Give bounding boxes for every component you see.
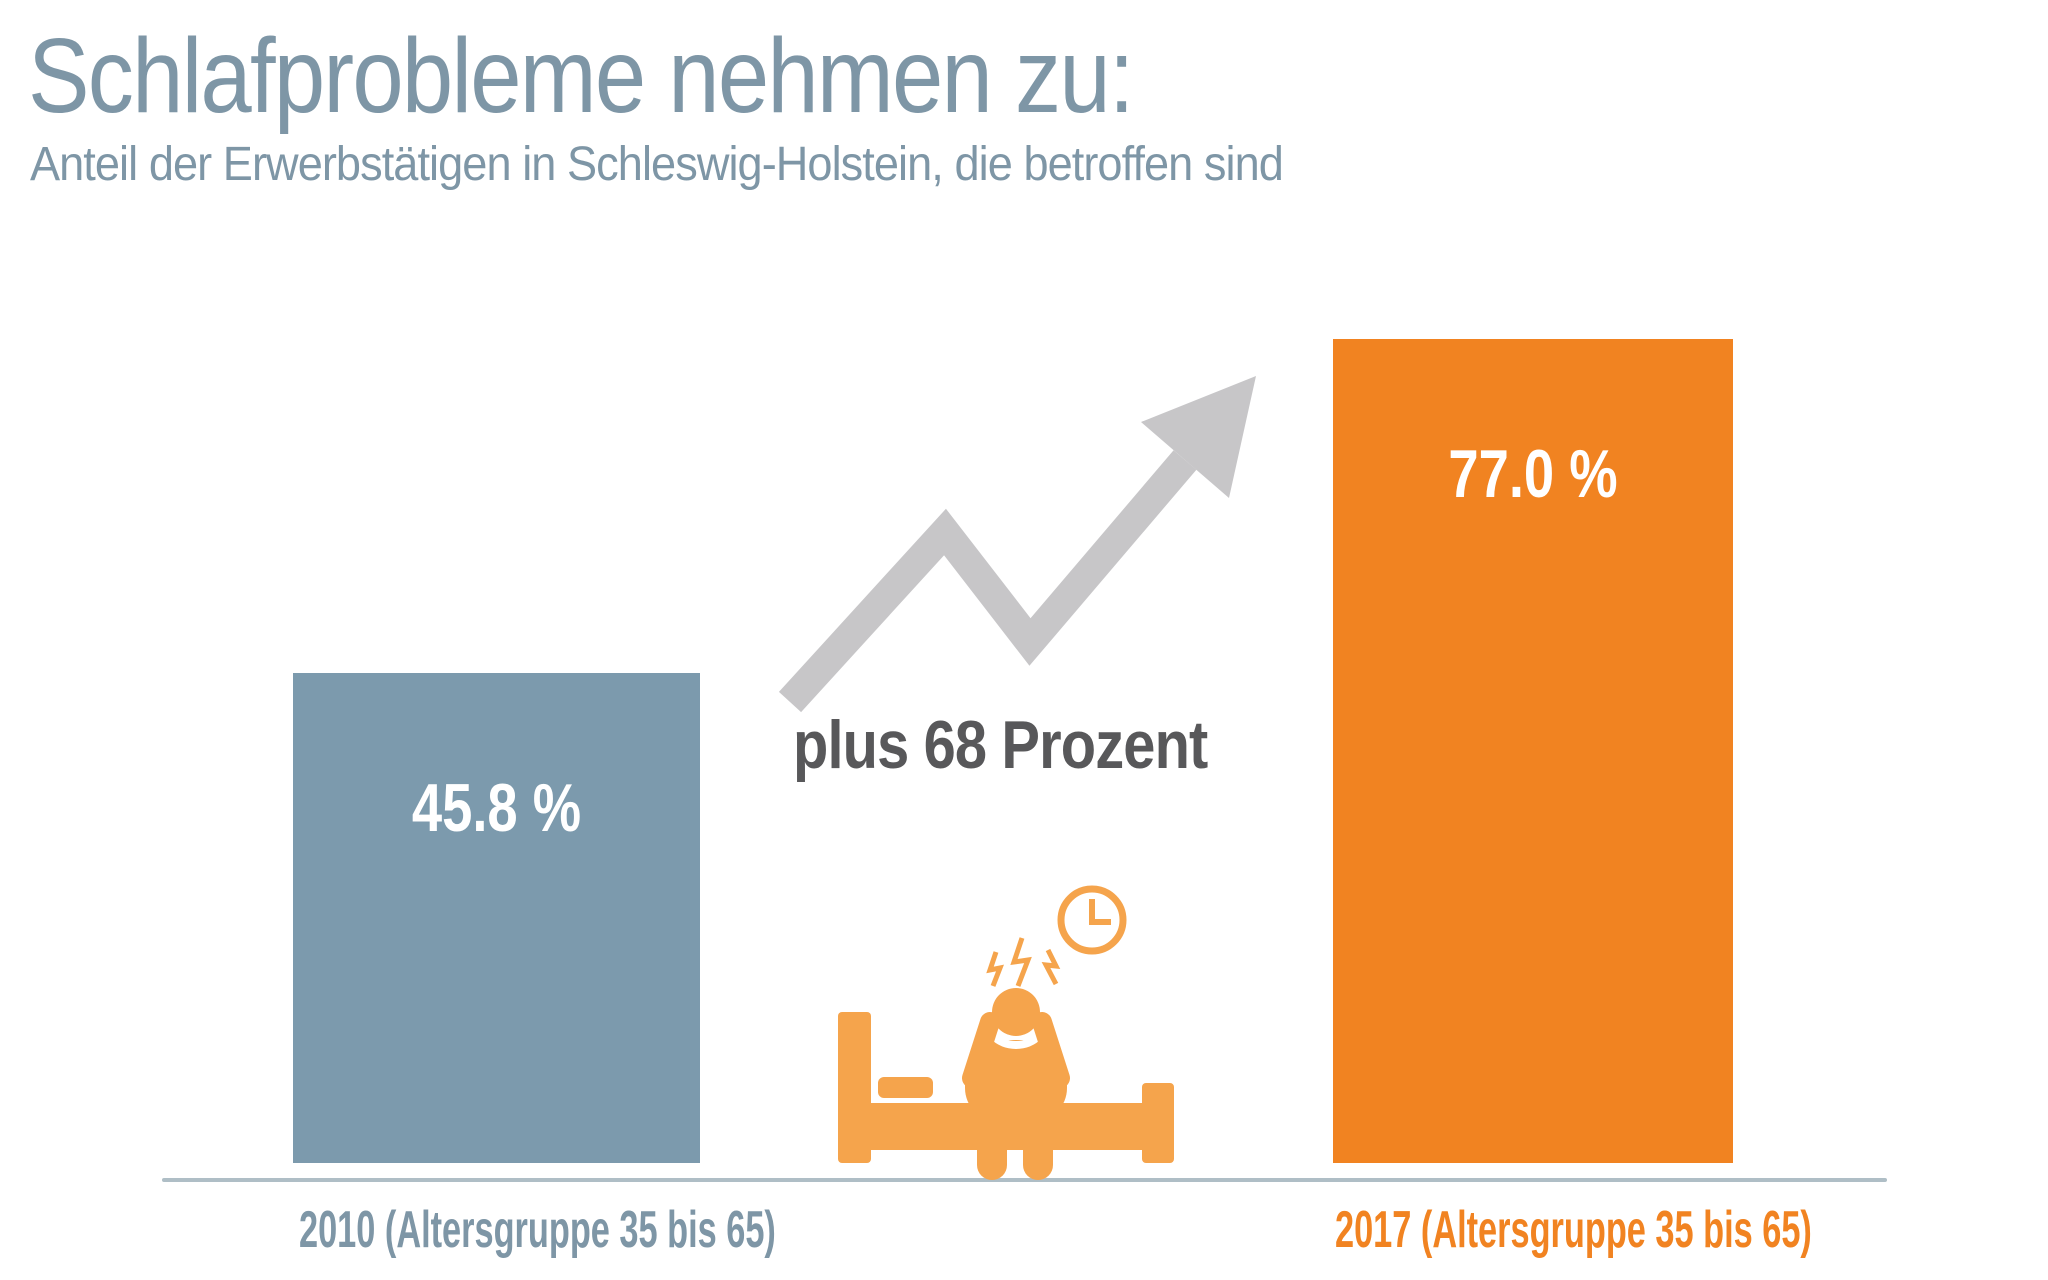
bar-2010: 45.8 % xyxy=(293,673,700,1163)
category-label-2010: 2010 (Altersgruppe 35 bis 65) xyxy=(299,1201,776,1259)
category-label-2017: 2017 (Altersgruppe 35 bis 65) xyxy=(1335,1201,1812,1259)
trend-arrow-icon xyxy=(778,376,1256,713)
bar-2010-value-label: 45.8 % xyxy=(411,770,582,846)
clock-icon xyxy=(1057,885,1127,955)
page-subtitle: Anteil der Erwerbstätigen in Schleswig-H… xyxy=(30,138,1284,191)
bed-icon xyxy=(838,1012,1174,1163)
lightning-bolts-icon xyxy=(986,937,1061,987)
baseline-axis xyxy=(162,1178,1887,1182)
bar-2017-value-label: 77.0 % xyxy=(1448,436,1618,512)
person-holding-head-icon xyxy=(962,975,1070,1180)
sleepless-person-on-bed-icon xyxy=(838,885,1174,1180)
page-title: Schlafprobleme nehmen zu: xyxy=(28,17,1135,135)
increase-annotation: plus 68 Prozent xyxy=(793,707,1208,783)
bar-2017: 77.0 % xyxy=(1333,339,1733,1163)
